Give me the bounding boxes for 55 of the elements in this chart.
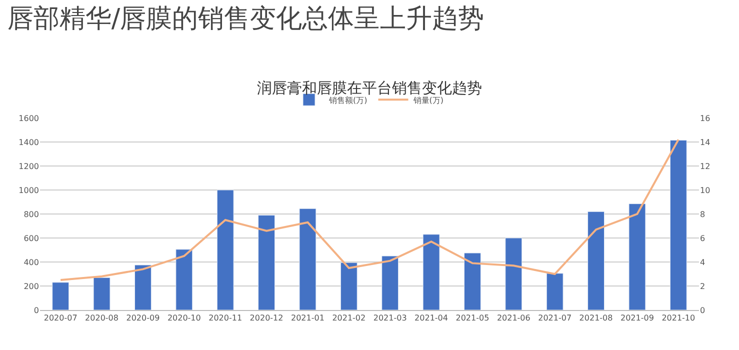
y2-tick-label: 16 — [700, 114, 710, 123]
bar — [134, 264, 152, 310]
y2-tick-label: 12 — [700, 162, 710, 171]
bar — [340, 262, 358, 310]
x-tick-label: 2021-09 — [620, 314, 654, 323]
y2-tick-label: 4 — [700, 258, 706, 267]
bar — [670, 140, 687, 310]
bar — [93, 277, 110, 310]
bar — [546, 273, 564, 310]
x-tick-label: 2021-05 — [456, 314, 490, 323]
y2-tick-label: 14 — [700, 138, 710, 147]
y-tick-label: 200 — [24, 282, 39, 291]
x-tick-label: 2021-07 — [538, 314, 572, 323]
y-tick-label: 800 — [24, 210, 39, 219]
x-tick-label: 2020-11 — [208, 314, 242, 323]
x-tick-label: 2020-12 — [250, 314, 284, 323]
x-tick-label: 2021-04 — [414, 314, 448, 323]
x-tick-label: 2021-03 — [373, 314, 407, 323]
y-tick-label: 400 — [24, 258, 39, 267]
chart-title: 唇部精华/唇膜的销售变化总体呈上升趋势 — [7, 4, 484, 34]
bar — [52, 282, 70, 310]
y-tick-label: 1600 — [18, 114, 39, 123]
bar — [628, 204, 646, 310]
y-tick-label: 1400 — [18, 138, 39, 147]
y2-tick-label: 10 — [700, 186, 710, 195]
bar — [588, 211, 605, 310]
x-tick-label: 2020-07 — [44, 314, 78, 323]
chart-subtitle: 润唇膏和唇膜在平台销售变化趋势 — [257, 79, 482, 97]
y2-tick-label: 2 — [700, 282, 706, 291]
legend-label: 销售额(万) — [328, 96, 368, 105]
y-tick-label: 1200 — [18, 162, 39, 171]
bar — [422, 234, 440, 310]
y2-tick-label: 0 — [700, 306, 706, 315]
x-tick-label: 2021-08 — [579, 314, 613, 323]
x-tick-label: 2021-10 — [662, 314, 696, 323]
x-tick-label: 2020-08 — [85, 314, 118, 323]
x-tick-label: 2021-02 — [332, 314, 366, 323]
x-tick-label: 2021-06 — [496, 314, 530, 323]
legend-label: 销量(万) — [412, 96, 444, 105]
x-tick-label: 2020-09 — [126, 314, 160, 323]
y2-tick-label: 8 — [700, 210, 706, 219]
bar — [176, 249, 193, 310]
y-tick-label: 1000 — [18, 186, 39, 195]
y-tick-label: 0 — [34, 306, 39, 315]
bar — [382, 256, 399, 310]
bar — [464, 252, 481, 310]
x-tick-label: 2021-01 — [291, 314, 324, 323]
bar — [505, 238, 522, 310]
y-tick-label: 600 — [24, 234, 39, 243]
line-series — [60, 138, 680, 281]
bar — [258, 214, 276, 310]
y2-tick-label: 6 — [700, 234, 706, 243]
x-tick-label: 2020-10 — [167, 314, 201, 323]
bar — [216, 190, 234, 310]
bar — [299, 208, 316, 310]
